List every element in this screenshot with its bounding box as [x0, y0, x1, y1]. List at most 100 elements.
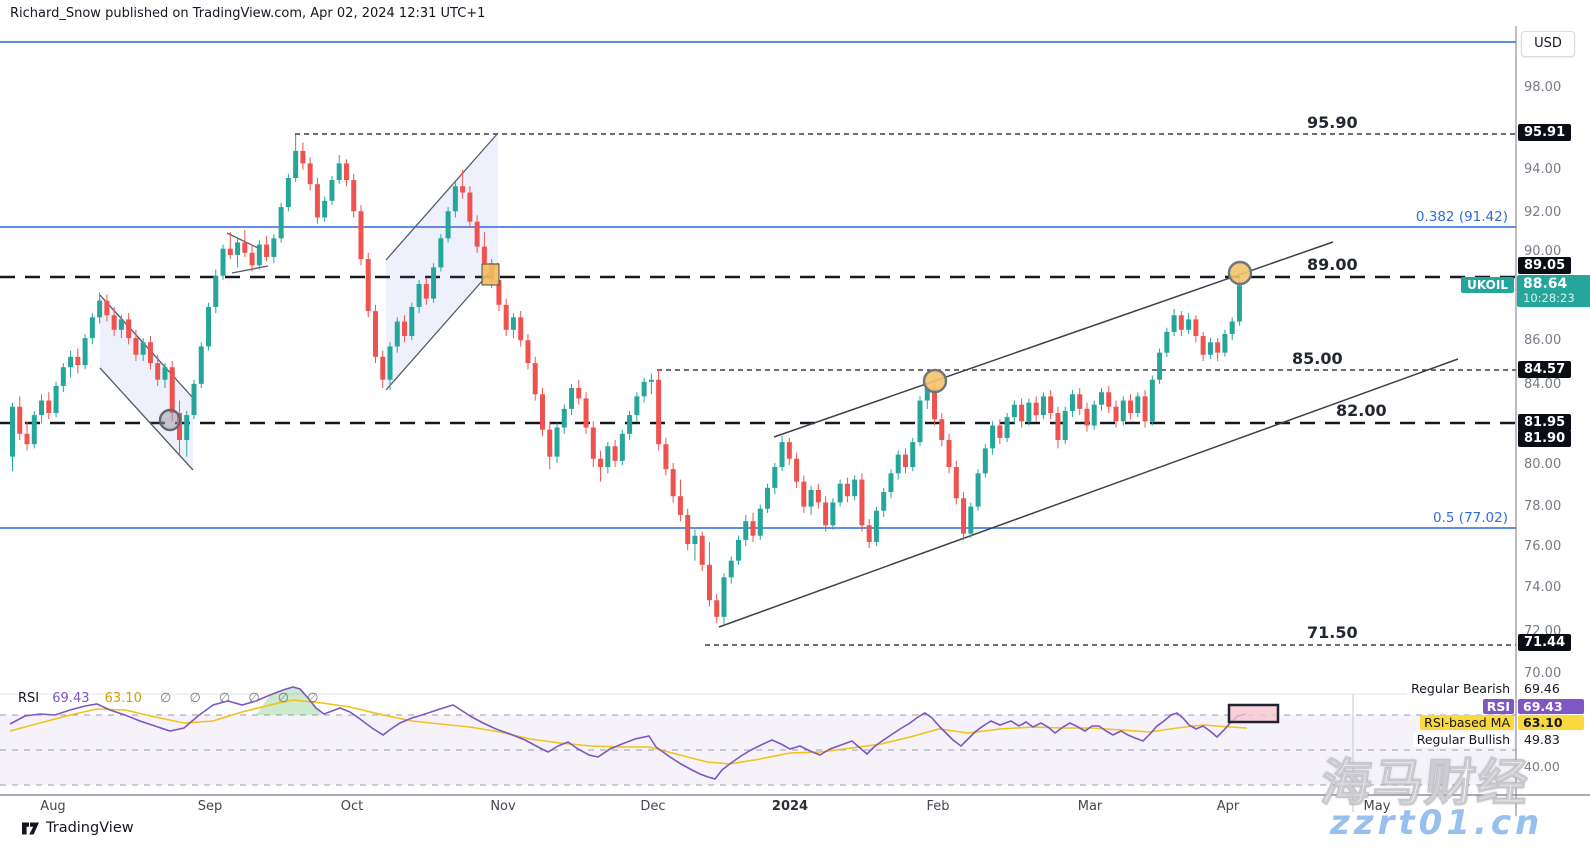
candle-body — [1157, 352, 1163, 380]
time-axis-tick: 2024 — [771, 799, 809, 814]
candle-body — [336, 163, 342, 181]
rsi-row-label: RSI-based MA — [1420, 715, 1514, 730]
price-level-badge: 84.57 — [1518, 361, 1572, 378]
candle-body — [873, 510, 879, 542]
candle-body — [881, 492, 887, 511]
candle-body — [155, 363, 161, 380]
price-level-badge: 89.05 — [1518, 257, 1572, 274]
candle-body — [31, 415, 37, 445]
candle-body — [648, 379, 654, 382]
marker-circle — [1227, 260, 1253, 286]
candle-body — [757, 508, 763, 536]
rsi-line — [9, 686, 1247, 780]
candle-body — [235, 242, 241, 255]
candle-body — [939, 419, 945, 441]
marker-circle — [158, 408, 182, 432]
pennant-line — [226, 232, 259, 249]
candle-body — [815, 489, 821, 503]
rsi-signal-box — [1227, 703, 1280, 724]
candle-body — [612, 446, 618, 461]
candle-body — [271, 238, 277, 257]
candle-body — [641, 381, 647, 397]
candle-body — [169, 367, 175, 413]
candle-body — [104, 300, 110, 316]
candle-body — [351, 180, 357, 212]
candle-body — [1222, 333, 1228, 353]
price-tick: 92.00 — [1524, 205, 1562, 220]
rsi-row-value: 63.10 — [1518, 715, 1584, 730]
candle-body — [598, 458, 604, 468]
candle-body — [823, 502, 829, 526]
candle-body — [794, 458, 800, 482]
time-axis-tick: Aug — [40, 799, 66, 814]
candle-body — [82, 338, 88, 366]
candle-body — [590, 427, 596, 459]
candle-body — [968, 506, 974, 534]
rsi-legend[interactable]: RSI 69.43 63.10 ∅ ∅ ∅ ∅ ∅ ∅ — [18, 691, 326, 706]
last-price-value: 88.64 — [1523, 276, 1568, 292]
candle-body — [460, 186, 466, 193]
price-tick: 70.00 — [1524, 666, 1562, 681]
pennant-line — [231, 265, 269, 274]
price-tick: 90.00 — [1524, 244, 1562, 259]
candle-body — [765, 487, 771, 509]
candle-body — [198, 346, 204, 384]
candle-body — [373, 311, 378, 357]
candle-body — [895, 454, 901, 474]
candle-body — [1178, 315, 1184, 330]
tradingview-attribution[interactable]: TradingView — [22, 820, 134, 836]
price-tick: 86.00 — [1524, 333, 1562, 348]
candle-body — [293, 150, 299, 178]
candle-body — [133, 338, 139, 355]
candle-body — [416, 284, 422, 307]
rsi-hidden-values-icons: ∅ ∅ ∅ ∅ ∅ ∅ — [159, 691, 326, 706]
candle-body — [561, 408, 567, 428]
candle-body — [278, 207, 284, 239]
candle-body — [852, 479, 858, 497]
candle-body — [525, 340, 531, 364]
candle-body — [147, 342, 153, 364]
candle-body — [1099, 392, 1104, 405]
time-axis-tick: Feb — [926, 799, 950, 814]
channel-upper-line — [385, 132, 499, 261]
rsi-legend-value: 69.43 — [52, 691, 90, 706]
candle-body — [423, 284, 429, 299]
price-tick: 94.00 — [1524, 162, 1562, 177]
marker-square — [481, 263, 500, 286]
candle-body — [539, 394, 545, 430]
rsi-ma-line — [9, 699, 1248, 765]
candle-body — [467, 192, 473, 222]
candle-body — [365, 259, 371, 312]
currency-unit-button[interactable]: USD — [1521, 31, 1575, 57]
candle-body — [1142, 396, 1148, 422]
last-price-badge: 88.64 10:28:23 — [1517, 275, 1590, 307]
tradingview-brand-text: TradingView — [46, 820, 134, 836]
candle-body — [627, 415, 633, 434]
price-tick: 80.00 — [1524, 457, 1562, 472]
candle-body — [728, 560, 734, 578]
candle-body — [808, 489, 814, 507]
candle-body — [60, 367, 66, 386]
candle-body — [431, 267, 437, 299]
candle-body — [932, 388, 938, 420]
trendline — [718, 358, 1459, 628]
candle-body — [721, 577, 727, 617]
price-level-label: 85.00 — [1292, 349, 1343, 368]
candle-body — [329, 180, 335, 201]
candle-body — [227, 248, 233, 255]
candle-body — [736, 539, 741, 561]
candle-body — [409, 306, 415, 337]
candle-body — [1236, 285, 1242, 322]
candle-body — [1040, 396, 1046, 416]
candle-body — [242, 242, 248, 253]
candle-body — [619, 433, 625, 461]
candle-body — [1026, 402, 1032, 422]
candle-body — [569, 388, 575, 409]
fib-level-label: 0.5 (77.02) — [1433, 510, 1508, 526]
candle-body — [256, 244, 262, 266]
tradingview-logo-icon — [22, 822, 39, 834]
price-tick: 76.00 — [1524, 539, 1562, 554]
candle-body — [1106, 392, 1112, 407]
